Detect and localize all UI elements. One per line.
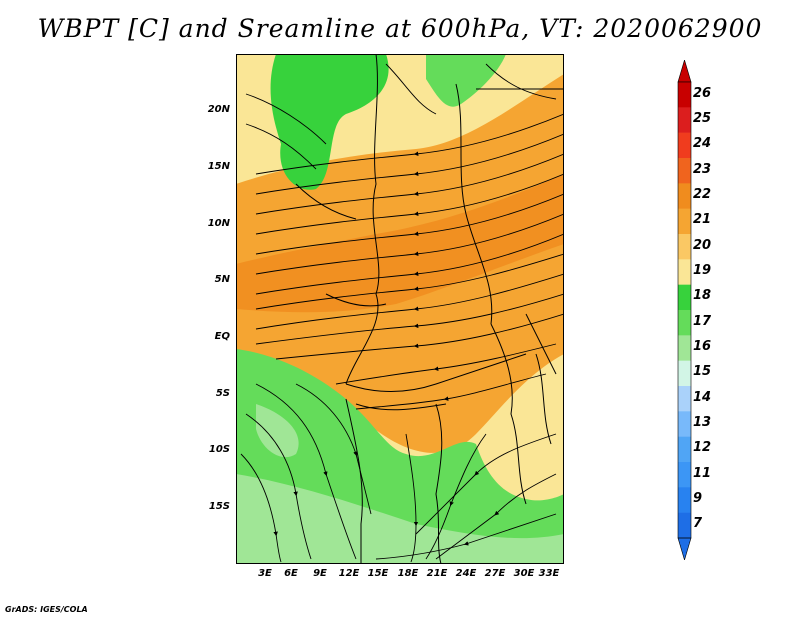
colorbar-label: 16 — [693, 339, 712, 354]
colorbar-label: 13 — [693, 415, 712, 430]
colorbar-swatch — [678, 411, 691, 437]
map-panel — [236, 54, 564, 564]
colorbar-bottom-arrow — [677, 537, 692, 560]
lon-label: 21E — [426, 568, 448, 579]
colorbar-swatch — [678, 183, 691, 209]
colorbar-swatch — [678, 284, 691, 311]
wbpt-peak-band — [236, 174, 564, 313]
lon-label: 3E — [258, 568, 272, 579]
map-frame — [236, 54, 564, 564]
lon-label: 18E — [397, 568, 419, 579]
lon-label: 33E — [538, 568, 560, 579]
colorbar-label: 14 — [693, 389, 712, 405]
country-boundaries — [295, 54, 564, 564]
colorbar-frame — [677, 81, 692, 539]
colorbar-label: 20 — [693, 237, 712, 253]
lon-label: 30E — [513, 568, 535, 579]
lat-label: EQ — [214, 331, 230, 342]
colorbar-label: 22 — [693, 187, 712, 202]
colorbar-swatch — [678, 487, 691, 513]
colorbar-label: 18 — [693, 288, 712, 304]
lat-label: 15S — [208, 501, 230, 512]
colorbar-swatch — [678, 310, 691, 336]
lat-label: 5S — [215, 388, 230, 399]
colorbar-swatch — [678, 82, 691, 108]
colorbar-label: 9 — [693, 491, 703, 506]
colorbar-swatch — [678, 158, 691, 184]
colorbar-label: 12 — [693, 440, 712, 456]
wbpt-south-pale — [236, 474, 564, 564]
wbpt-north-green — [270, 54, 389, 190]
colorbar-top-arrow — [677, 60, 692, 83]
lat-label: 15N — [207, 161, 230, 172]
colorbar-swatch — [678, 360, 691, 387]
colorbar-swatch — [678, 462, 691, 488]
lon-label: 27E — [484, 568, 506, 579]
colorbar-swatch — [678, 436, 691, 463]
chart-title: WBPT [C] and Sreamline at 600hPa, VT: 20… — [37, 14, 763, 43]
colorbar-label: 7 — [693, 516, 703, 532]
streamlines — [240, 63, 564, 563]
colorbar-label: 21 — [693, 212, 712, 228]
colorbar-swatch — [678, 386, 691, 412]
lat-label: 5N — [214, 274, 230, 285]
colorbar-label: 23 — [693, 161, 712, 177]
colorbar-label: 26 — [693, 85, 712, 101]
lon-label: 6E — [284, 568, 298, 579]
colorbar — [677, 60, 692, 560]
colorbar-swatch — [678, 234, 691, 260]
colorbar-swatch — [678, 107, 691, 133]
lon-label: 9E — [313, 568, 327, 579]
lat-label: 20N — [207, 104, 230, 115]
colorbar-label: 25 — [693, 111, 712, 126]
colorbar-label: 15 — [693, 364, 712, 380]
colorbar-swatch — [678, 512, 691, 539]
colorbar-label: 17 — [693, 313, 712, 329]
lon-label: 24E — [455, 568, 477, 579]
lon-label: 12E — [338, 568, 360, 579]
colorbar-label: 24 — [693, 136, 712, 152]
wbpt-north-green-2 — [426, 54, 506, 107]
lat-label: 10N — [207, 218, 230, 229]
colorbar-swatch — [678, 259, 691, 285]
colorbar-swatch — [678, 208, 691, 235]
grads-credit: GrADS: IGES/COLA — [5, 605, 88, 614]
lat-label: 10S — [208, 444, 230, 455]
wbpt-south-pale-2 — [256, 404, 299, 458]
lon-label: 15E — [367, 568, 389, 579]
colorbar-label: 19 — [693, 263, 712, 278]
colorbar-label: 11 — [693, 465, 712, 481]
colorbar-swatch — [678, 335, 691, 361]
colorbar-swatch — [678, 132, 691, 159]
